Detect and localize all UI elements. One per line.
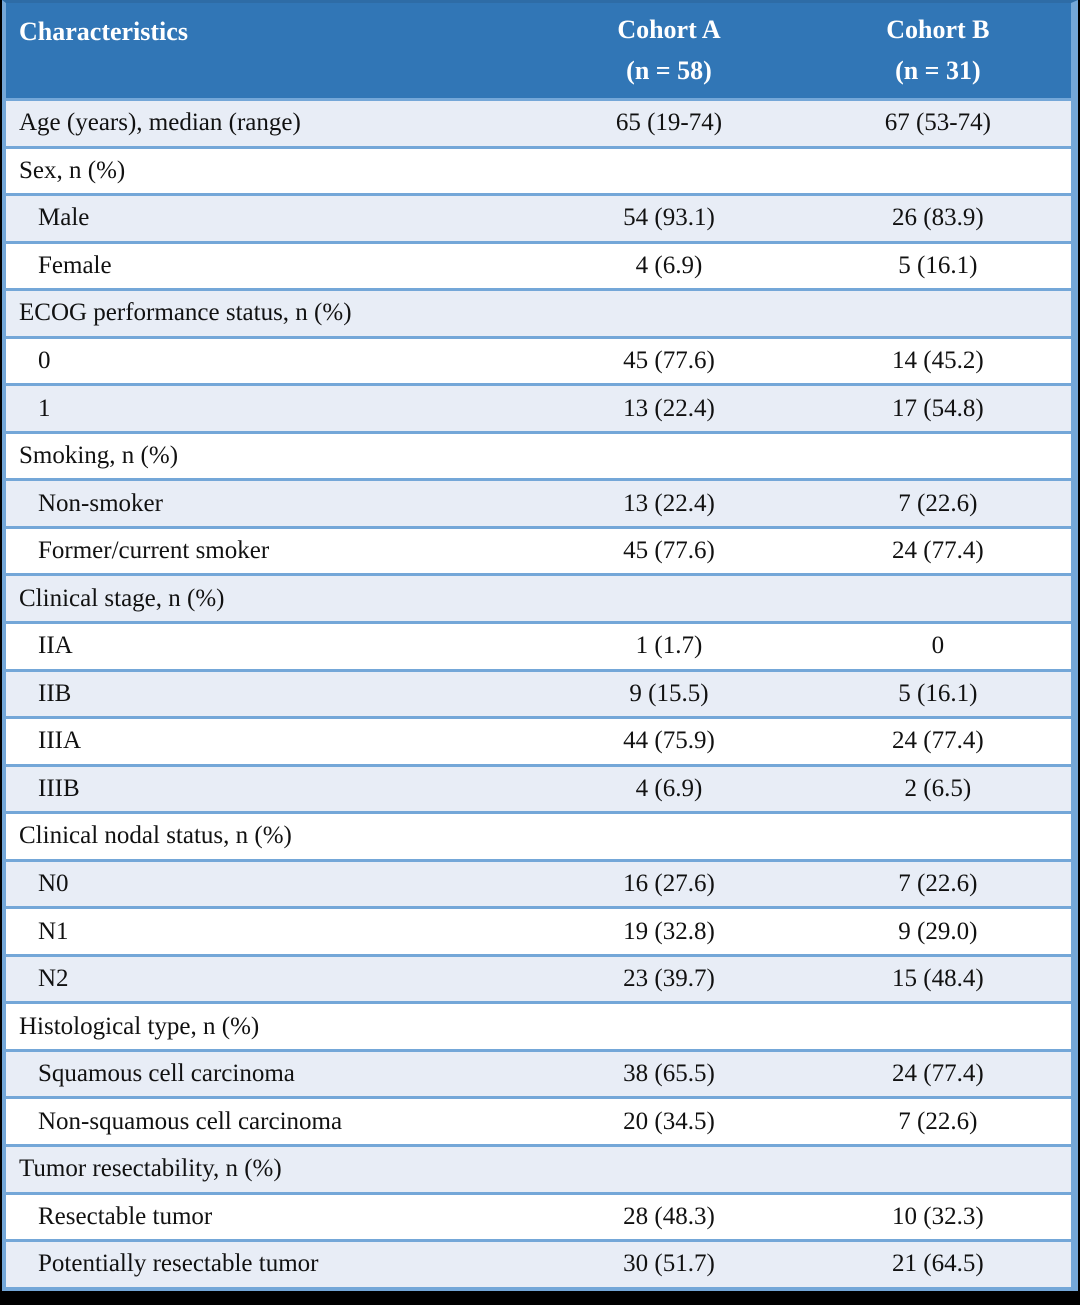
table-row: Smoking, n (%) <box>6 430 1071 479</box>
header-cohort-b: Cohort B (n = 31) <box>805 3 1071 98</box>
row-label: 1 <box>38 394 51 422</box>
cohort-b-value: 67 (53-74) <box>884 109 991 137</box>
cohort-b-name: Cohort B <box>886 15 990 44</box>
cohort-a-value: 45 (77.6) <box>623 347 715 374</box>
table-row: Non-squamous cell carcinoma 20 (34.5) 7 … <box>6 1096 1071 1145</box>
cohort-b-value: 17 (54.8) <box>892 394 984 422</box>
table-row: Age (years), median (range) 65 (19-74) 6… <box>6 98 1071 146</box>
table-row: Clinical stage, n (%) <box>6 573 1071 622</box>
cohort-a-value: 9 (15.5) <box>629 679 709 707</box>
row-label: Clinical stage, n (%) <box>19 584 225 612</box>
table-row: Resectable tumor 28 (48.3) 10 (32.3) <box>6 1191 1071 1240</box>
table-row: 1 13 (22.4) 17 (54.8) <box>6 383 1071 431</box>
cohort-a-value: 45 (77.6) <box>623 537 715 565</box>
cohort-a-value: 20 (34.5) <box>623 1107 715 1135</box>
cohort-b-value: 9 (29.0) <box>898 917 978 945</box>
cohort-a-value: 4 (6.9) <box>635 251 703 279</box>
cohort-a-value: 44 (75.9) <box>623 727 715 755</box>
table-row: Potentially resectable tumor 30 (51.7) 2… <box>6 1239 1071 1287</box>
row-label: Potentially resectable tumor <box>38 1250 319 1278</box>
table-row: IIB 9 (15.5) 5 (16.1) <box>6 668 1071 717</box>
cohort-b-value: 15 (48.4) <box>892 965 984 993</box>
row-label: Squamous cell carcinoma <box>38 1060 295 1088</box>
row-label: IIIA <box>38 727 82 755</box>
header-characteristics-label: Characteristics <box>19 17 188 46</box>
table-body: Age (years), median (range) 65 (19-74) 6… <box>6 98 1071 1287</box>
row-label: ECOG performance status, n (%) <box>19 299 352 327</box>
row-label: Clinical nodal status, n (%) <box>19 822 292 850</box>
table-row: Former/current smoker 45 (77.6) 24 (77.4… <box>6 525 1071 574</box>
cohort-a-value: 13 (22.4) <box>623 489 715 517</box>
table-row: Non-smoker 13 (22.4) 7 (22.6) <box>6 478 1071 526</box>
cohort-a-value: 23 (39.7) <box>623 965 715 993</box>
table-row: Clinical nodal status, n (%) <box>6 811 1071 859</box>
cohort-b-value: 5 (16.1) <box>898 251 978 279</box>
table-row: 0 45 (77.6) 14 (45.2) <box>6 335 1071 384</box>
row-label: Non-squamous cell carcinoma <box>38 1107 343 1135</box>
row-label: IIA <box>38 632 73 660</box>
table-row: Squamous cell carcinoma 38 (65.5) 24 (77… <box>6 1048 1071 1097</box>
cohort-b-value: 14 (45.2) <box>892 347 984 374</box>
cohort-b-n: (n = 31) <box>895 56 981 85</box>
cohort-a-value: 19 (32.8) <box>623 917 715 945</box>
table-row: N2 23 (39.7) 15 (48.4) <box>6 953 1071 1002</box>
cohort-a-value: 16 (27.6) <box>623 870 715 898</box>
cohort-a-value: 13 (22.4) <box>623 394 715 422</box>
cohort-a-value: 28 (48.3) <box>623 1202 715 1230</box>
row-label: 0 <box>38 347 51 374</box>
table-row: IIIB 4 (6.9) 2 (6.5) <box>6 763 1071 812</box>
row-label: N0 <box>38 870 69 898</box>
cohort-a-value: 4 (6.9) <box>635 774 703 802</box>
cohort-b-value: 7 (22.6) <box>898 1107 978 1135</box>
cohort-a-value: 38 (65.5) <box>623 1060 715 1088</box>
cohort-a-value: 1 (1.7) <box>635 632 703 660</box>
cohort-b-value: 10 (32.3) <box>892 1202 984 1230</box>
table-row: IIA 1 (1.7) 0 <box>6 621 1071 669</box>
cohort-b-value: 2 (6.5) <box>904 774 972 802</box>
row-label: N1 <box>38 917 69 945</box>
row-label: Female <box>38 251 112 279</box>
cohort-a-value: 54 (93.1) <box>623 204 715 232</box>
header-cohort-a: Cohort A (n = 58) <box>533 3 805 98</box>
cohort-a-name: Cohort A <box>617 15 721 44</box>
table-row: ECOG performance status, n (%) <box>6 288 1071 336</box>
header-characteristics: Characteristics <box>6 3 533 98</box>
row-label: IIIB <box>38 774 80 802</box>
table-row: Male 54 (93.1) 26 (83.9) <box>6 193 1071 241</box>
row-label: Non-smoker <box>38 489 163 517</box>
row-label: Resectable tumor <box>38 1202 213 1230</box>
table-row: Female 4 (6.9) 5 (16.1) <box>6 240 1071 289</box>
cohort-b-value: 21 (64.5) <box>892 1250 984 1278</box>
row-label: Sex, n (%) <box>19 156 126 184</box>
table-row: N0 16 (27.6) 7 (22.6) <box>6 858 1071 907</box>
row-label: Age (years), median (range) <box>19 109 301 137</box>
table-row: IIIA 44 (75.9) 24 (77.4) <box>6 716 1071 764</box>
cohort-b-value: 24 (77.4) <box>892 727 984 755</box>
cohort-b-value: 5 (16.1) <box>898 679 978 707</box>
cohort-a-value: 65 (19-74) <box>615 109 723 137</box>
cohort-b-value: 26 (83.9) <box>892 204 984 232</box>
cohort-b-value: 24 (77.4) <box>892 537 984 565</box>
table-row: Histological type, n (%) <box>6 1001 1071 1049</box>
cohort-a-n: (n = 58) <box>626 56 712 85</box>
bottom-frame-bar <box>0 1291 1080 1305</box>
cohort-b-value: 7 (22.6) <box>898 870 978 898</box>
table-row: Tumor resectability, n (%) <box>6 1144 1071 1192</box>
row-label: Smoking, n (%) <box>19 442 179 470</box>
row-label: Former/current smoker <box>38 537 270 565</box>
cohort-a-value: 30 (51.7) <box>623 1250 715 1278</box>
row-label: Tumor resectability, n (%) <box>19 1155 282 1183</box>
cohort-b-value: 24 (77.4) <box>892 1060 984 1088</box>
table-row: Sex, n (%) <box>6 145 1071 194</box>
row-label: IIB <box>38 679 72 707</box>
table-header-row: Characteristics Cohort A (n = 58) Cohort… <box>6 3 1071 98</box>
row-label: Histological type, n (%) <box>19 1012 260 1040</box>
table-row: N1 19 (32.8) 9 (29.0) <box>6 906 1071 954</box>
row-label: Male <box>38 204 90 232</box>
cohort-b-value: 0 <box>931 632 945 660</box>
row-label: N2 <box>38 965 69 993</box>
cohort-b-value: 7 (22.6) <box>898 489 978 517</box>
